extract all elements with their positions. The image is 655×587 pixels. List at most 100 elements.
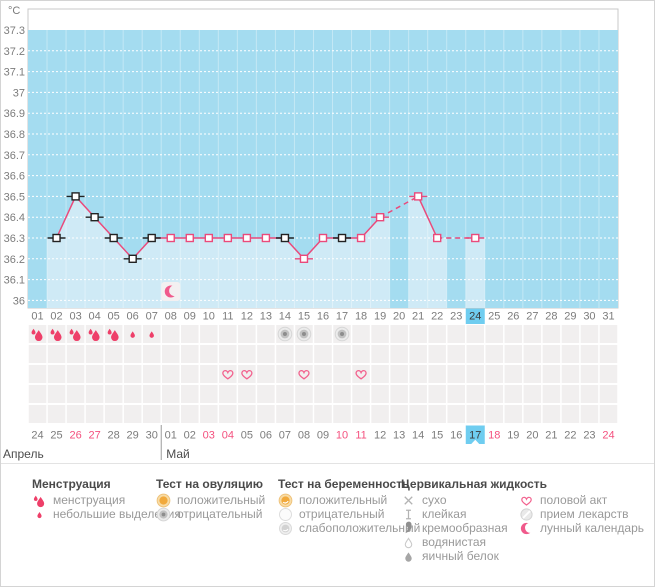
entry-cell-band0-day12[interactable] (238, 325, 256, 343)
entry-cell-band3-day29[interactable] (561, 385, 580, 403)
entry-cell-band0-day18[interactable] (352, 325, 370, 343)
entry-cell-band3-day28[interactable] (542, 385, 561, 403)
entry-cell-band4-day28[interactable] (542, 405, 561, 423)
entry-cell-band1-day24[interactable] (466, 345, 485, 363)
temp-marker-day-21[interactable] (413, 192, 423, 201)
entry-cell-band2-day22[interactable] (428, 365, 446, 383)
entry-cell-band4-day2[interactable] (47, 405, 66, 423)
cycle-day-20[interactable]: 20 (393, 311, 405, 323)
date-cell-19[interactable]: 19 (507, 430, 519, 442)
entry-cell-band1-day13[interactable] (257, 345, 275, 363)
entry-cell-band2-day24[interactable] (466, 365, 485, 383)
entry-cell-band3-day31[interactable] (599, 385, 618, 403)
entry-cell-band4-day5[interactable] (104, 405, 123, 423)
temp-marker-day-2[interactable] (52, 233, 61, 243)
date-cell-03[interactable]: 03 (203, 430, 215, 442)
entry-cell-band2-day3[interactable] (66, 365, 85, 383)
entry-cell-band1-day11[interactable] (219, 345, 237, 363)
entry-cell-band1-day9[interactable] (181, 345, 199, 363)
entry-cell-band3-day23[interactable] (447, 385, 465, 403)
date-cell-13[interactable]: 13 (393, 430, 405, 442)
entry-cell-band0-day23[interactable] (447, 325, 465, 343)
entry-cell-band4-day13[interactable] (257, 405, 275, 423)
temp-marker-day-5[interactable] (109, 233, 118, 243)
entry-cell-band2-day31[interactable] (599, 365, 618, 383)
temp-marker-day-22[interactable] (432, 233, 442, 243)
temp-marker-day-17[interactable] (337, 233, 347, 243)
entry-cell-band4-day15[interactable] (295, 405, 313, 423)
entry-cell-band0-day9[interactable] (181, 325, 199, 343)
date-cell-14[interactable]: 14 (412, 430, 424, 442)
entry-cell-band3-day19[interactable] (371, 385, 389, 403)
entry-cell-band4-day18[interactable] (352, 405, 370, 423)
temp-marker-day-11[interactable] (223, 233, 233, 243)
entry-cell-band4-day16[interactable] (314, 405, 332, 423)
entry-cell-band1-day23[interactable] (447, 345, 465, 363)
entry-cell-band1-day27[interactable] (523, 345, 542, 363)
entry-cell-band4-day23[interactable] (447, 405, 465, 423)
entry-cell-band2-day1[interactable] (28, 365, 47, 383)
entry-cell-band0-day25[interactable] (485, 325, 504, 343)
entry-cell-band0-day22[interactable] (428, 325, 446, 343)
entry-cell-band0-day11[interactable] (219, 325, 237, 343)
entry-cell-band1-day31[interactable] (599, 345, 618, 363)
entry-cell-band2-day5[interactable] (104, 365, 123, 383)
entry-cell-band2-day29[interactable] (561, 365, 580, 383)
entry-cell-band1-day4[interactable] (85, 345, 104, 363)
entry-cell-band3-day22[interactable] (428, 385, 446, 403)
entry-cell-band0-day16[interactable] (314, 325, 332, 343)
entry-cell-band3-day12[interactable] (238, 385, 256, 403)
date-cell-27[interactable]: 27 (88, 430, 100, 442)
date-cell-28[interactable]: 28 (108, 430, 120, 442)
date-cell-01[interactable]: 01 (165, 430, 177, 442)
entry-cell-band0-day29[interactable] (561, 325, 580, 343)
cycle-day-11[interactable]: 11 (222, 311, 233, 323)
entry-cell-band3-day1[interactable] (28, 385, 47, 403)
cycle-day-04[interactable]: 04 (88, 311, 100, 323)
entry-cell-band4-day21[interactable] (409, 405, 427, 423)
temp-marker-day-18[interactable] (356, 233, 366, 243)
entry-cell-band1-day14[interactable] (276, 345, 294, 363)
entry-cell-band4-day24[interactable] (466, 405, 485, 423)
date-cell-02[interactable]: 02 (184, 430, 196, 442)
date-cell-25[interactable]: 25 (50, 430, 62, 442)
entry-cell-band1-day17[interactable] (333, 345, 351, 363)
date-cell-09[interactable]: 09 (317, 430, 329, 442)
cycle-day-05[interactable]: 05 (108, 311, 120, 323)
date-cell-16[interactable]: 16 (450, 430, 462, 442)
temp-marker-day-6[interactable] (128, 254, 137, 264)
date-cell-04[interactable]: 04 (222, 430, 234, 442)
entry-cell-band1-day19[interactable] (371, 345, 389, 363)
cycle-day-29[interactable]: 29 (564, 311, 576, 323)
date-cell-26[interactable]: 26 (69, 430, 81, 442)
temp-marker-day-15[interactable] (299, 254, 309, 264)
entry-cell-band3-day5[interactable] (104, 385, 123, 403)
cycle-day-08[interactable]: 08 (165, 311, 177, 323)
entry-cell-band0-day28[interactable] (542, 325, 561, 343)
entry-cell-band3-day7[interactable] (142, 385, 161, 403)
entry-cell-band1-day20[interactable] (390, 345, 408, 363)
entry-cell-band3-day21[interactable] (409, 385, 427, 403)
date-cell-06[interactable]: 06 (260, 430, 272, 442)
entry-cell-band2-day9[interactable] (181, 365, 199, 383)
entry-cell-band2-day13[interactable] (257, 365, 275, 383)
entry-cell-band1-day2[interactable] (47, 345, 66, 363)
date-cell-21[interactable]: 21 (545, 430, 557, 442)
entry-cell-band4-day12[interactable] (238, 405, 256, 423)
entry-cell-band4-day26[interactable] (504, 405, 523, 423)
temp-marker-day-13[interactable] (261, 233, 271, 243)
entry-cell-band2-day19[interactable] (371, 365, 389, 383)
entry-cell-band2-day23[interactable] (447, 365, 465, 383)
temp-marker-day-10[interactable] (204, 233, 214, 243)
entry-cell-band3-day14[interactable] (276, 385, 294, 403)
entry-cell-band2-day26[interactable] (504, 365, 523, 383)
entry-cell-band2-day10[interactable] (200, 365, 218, 383)
temp-marker-day-19[interactable] (375, 212, 385, 222)
entry-cell-band4-day22[interactable] (428, 405, 446, 423)
date-cell-29[interactable]: 29 (127, 430, 139, 442)
entry-cell-band4-day7[interactable] (142, 405, 161, 423)
cycle-day-23[interactable]: 23 (450, 311, 462, 323)
entry-cell-band0-day21[interactable] (409, 325, 427, 343)
entry-cell-band4-day8[interactable] (161, 405, 180, 423)
entry-cell-band4-day31[interactable] (599, 405, 618, 423)
